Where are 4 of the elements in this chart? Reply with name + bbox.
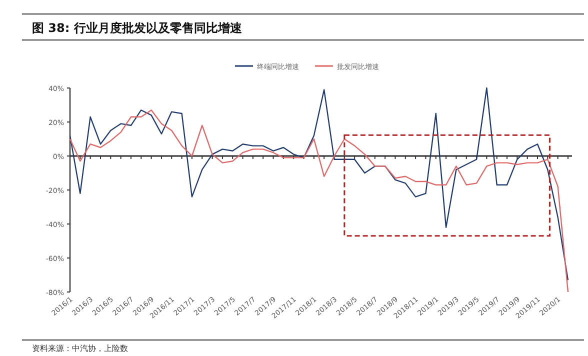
line-series	[69, 87, 569, 281]
text: 资料来源：中汽协，上险数	[32, 344, 128, 353]
chart-title: 图 38: 行业月度批发以及零售同比增速	[32, 21, 243, 35]
line-series	[69, 110, 569, 293]
